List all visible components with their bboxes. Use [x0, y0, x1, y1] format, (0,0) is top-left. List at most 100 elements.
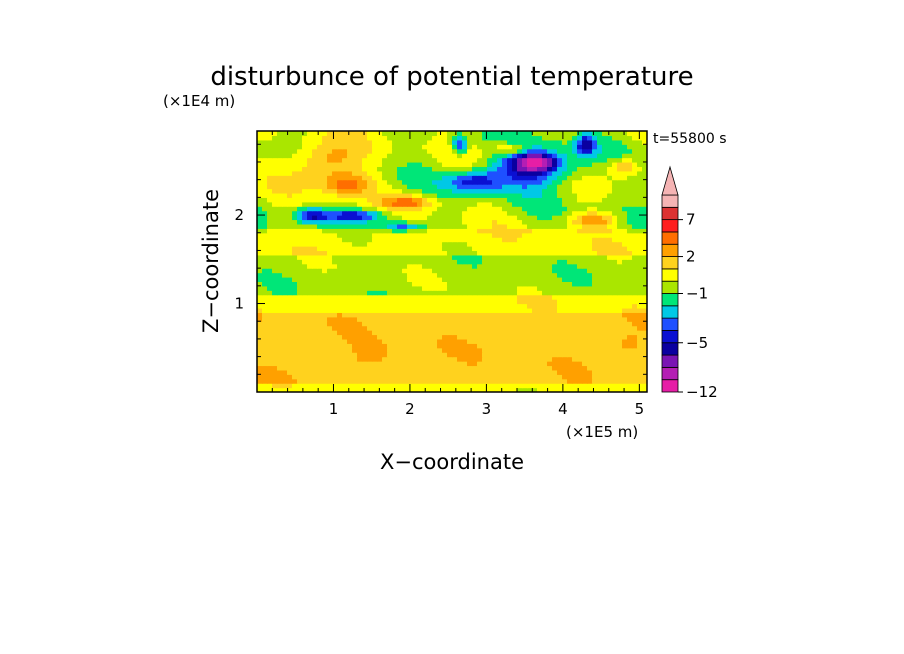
field-cell [257, 215, 263, 221]
field-cell [632, 246, 638, 252]
field-cell [442, 272, 448, 278]
field-cell [302, 361, 308, 367]
field-cell [372, 299, 378, 305]
field-cell [357, 361, 363, 367]
field-cell [332, 259, 338, 265]
field-cell [562, 365, 568, 371]
field-cell [412, 210, 418, 216]
field-cell [562, 131, 568, 137]
field-cell [417, 387, 423, 392]
field-cell [427, 281, 433, 287]
field-cell [427, 166, 433, 172]
field-cell [632, 201, 638, 207]
field-cell [282, 276, 288, 282]
field-cell [487, 325, 493, 331]
field-cell [347, 153, 353, 159]
field-cell [257, 369, 263, 375]
field-cell [467, 290, 473, 296]
field-cell [297, 347, 303, 353]
field-cell [577, 188, 583, 194]
field-cell [427, 356, 433, 362]
field-cell [567, 334, 573, 340]
field-cell [342, 201, 348, 207]
field-cell [287, 276, 293, 282]
colorbar-tick-label: −1 [686, 285, 708, 303]
field-cell [632, 139, 638, 145]
field-cell [442, 299, 448, 305]
field-cell [267, 131, 273, 137]
field-cell [602, 299, 608, 305]
field-cell [532, 361, 538, 367]
field-cell [622, 316, 628, 322]
field-cell [387, 254, 393, 260]
field-cell [357, 184, 363, 190]
field-cell [297, 188, 303, 194]
field-cell [502, 374, 508, 380]
field-cell [262, 215, 268, 221]
field-cell [357, 210, 363, 216]
field-cell [632, 365, 638, 371]
field-cell [442, 330, 448, 336]
field-cell [312, 374, 318, 380]
field-cell [572, 290, 578, 296]
field-cell [532, 197, 538, 203]
field-cell [482, 276, 488, 282]
field-cell [282, 321, 288, 327]
field-cell [417, 210, 423, 216]
field-cell [517, 383, 523, 389]
field-cell [257, 387, 263, 392]
field-cell [497, 197, 503, 203]
field-cell [442, 387, 448, 392]
field-cell [427, 201, 433, 207]
field-cell [397, 330, 403, 336]
field-cell [422, 246, 428, 252]
field-cell [402, 246, 408, 252]
field-cell [432, 157, 438, 163]
field-cell [342, 232, 348, 238]
field-cell [347, 383, 353, 389]
field-cell [552, 148, 558, 154]
field-cell [392, 179, 398, 185]
field-cell [347, 285, 353, 291]
field-cell [372, 259, 378, 265]
field-cell [332, 299, 338, 305]
field-cell [277, 259, 283, 265]
field-cell [282, 179, 288, 185]
field-cell [587, 268, 593, 274]
field-cell [642, 161, 647, 167]
field-cell [612, 294, 618, 300]
field-cell [617, 250, 623, 256]
field-cell [612, 228, 618, 234]
field-cell [457, 285, 463, 291]
field-cell [627, 210, 633, 216]
field-cell [522, 325, 528, 331]
field-cell [282, 254, 288, 260]
field-cell [372, 383, 378, 389]
field-cell [442, 276, 448, 282]
field-cell [637, 303, 643, 309]
field-cell [272, 232, 278, 238]
field-cell [432, 352, 438, 358]
field-cell [497, 259, 503, 265]
field-cell [607, 166, 613, 172]
field-cell [637, 361, 643, 367]
field-cell [512, 131, 518, 137]
field-cell [402, 387, 408, 392]
field-cell [557, 148, 563, 154]
field-cell [287, 246, 293, 252]
field-cell [462, 148, 468, 154]
field-cell [622, 374, 628, 380]
field-cell [392, 197, 398, 203]
field-cell [577, 175, 583, 181]
field-cell [262, 241, 268, 247]
field-cell [377, 361, 383, 367]
field-cell [347, 387, 353, 392]
field-cell [607, 157, 613, 163]
field-cell [522, 170, 528, 176]
field-cell [612, 192, 618, 198]
field-cell [602, 144, 608, 150]
field-cell [272, 303, 278, 309]
field-cell [587, 157, 593, 163]
field-cell [547, 307, 553, 313]
field-cell [597, 223, 603, 229]
